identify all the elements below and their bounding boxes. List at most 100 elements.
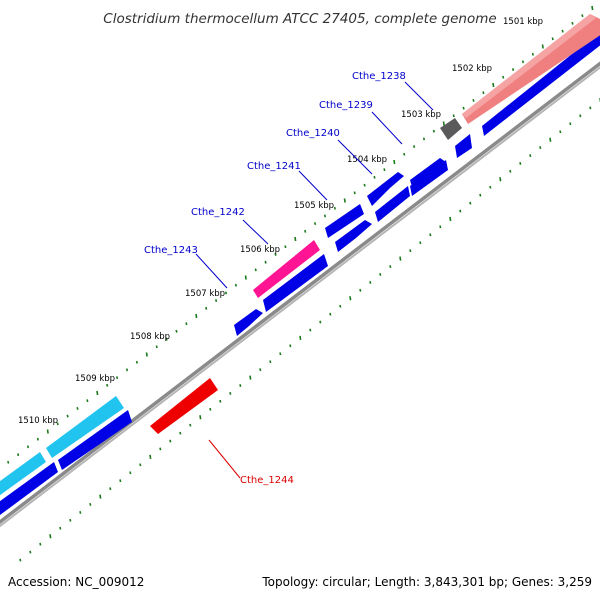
tick-mark [551,37,554,41]
gene-label[interactable]: Cthe_1239 [319,100,373,111]
tick-mark [409,249,412,253]
kbp-label: 1509 kbp [75,374,115,384]
tick-mark [17,453,20,457]
tick-mark [469,201,472,205]
tick-mark [539,146,542,149]
tick-mark [459,209,462,213]
tick-mark [79,511,82,514]
tick-mark [462,106,465,110]
tick-mark [39,542,42,546]
tick-mark [581,14,584,18]
tick-mark [69,518,72,522]
tick-mark [199,415,202,420]
red-feature[interactable] [150,378,218,434]
cds-arrow[interactable] [367,172,404,206]
tick-mark [249,375,252,380]
gene-label[interactable]: Cthe_1238 [352,71,406,82]
tick-mark [393,159,396,165]
tick-track-inner [19,98,600,562]
cds-feature[interactable] [263,254,328,312]
tick-mark [472,99,475,102]
gene-label[interactable]: Cthe_1240 [286,128,340,139]
genome-backbone-shadow [0,66,600,528]
tick-mark [219,399,222,403]
cyan-feature[interactable] [46,396,124,458]
tick-mark [96,390,99,396]
cds-feature[interactable] [0,462,58,518]
tick-mark [155,345,158,349]
tick-mark [76,407,79,410]
salmon-feature[interactable] [462,14,600,124]
cds-feature[interactable] [410,160,448,196]
kbp-label: 1503 kbp [401,110,441,120]
tick-mark [19,558,22,562]
tick-mark [399,256,402,261]
leader-line [195,253,228,289]
gene-label[interactable]: Cthe_1242 [191,207,245,218]
tick-mark [589,106,592,110]
tick-mark [29,550,32,554]
tick-mark [339,304,342,308]
gene-label[interactable]: Cthe_1243 [144,245,198,256]
tick-mark [66,414,69,418]
tick-mark [512,68,515,71]
tick-mark [116,376,119,380]
leader-line [242,219,269,245]
cds-feature[interactable] [375,186,410,222]
tick-mark [89,503,92,506]
genome-summary: Topology: circular; Length: 3,843,301 bp… [261,575,592,589]
leader-line [371,111,403,145]
tick-mark [323,214,327,218]
tick-mark [36,437,39,441]
tick-mark [452,114,455,118]
tick-track-outer [7,5,594,464]
leader-line [337,139,373,175]
magenta-feature[interactable] [253,240,320,298]
tick-mark [254,268,257,272]
gray-feature[interactable] [440,118,462,140]
tick-mark [591,5,594,11]
tick-mark [529,154,532,157]
kbp-label: 1502 kbp [452,64,492,74]
tick-mark [294,236,297,242]
tick-mark [549,137,552,142]
tick-mark [26,445,30,449]
tick-mark [429,233,432,237]
cds-feature[interactable] [58,410,132,470]
tick-mark [403,152,406,156]
gene-label[interactable]: Cthe_1244 [240,475,294,486]
tick-mark [499,177,502,182]
tick-mark [389,265,392,268]
tick-mark [86,399,89,403]
kbp-label: 1506 kbp [240,245,280,255]
cyan-feature[interactable] [0,452,46,498]
tick-mark [119,479,122,483]
leader-line [208,439,241,479]
cds-feature[interactable] [482,30,600,136]
tick-mark [571,21,574,25]
tick-mark [7,460,10,464]
leader-line [404,81,434,111]
tick-mark [561,29,564,33]
tick-mark [49,534,52,539]
tick-mark [353,191,356,195]
tick-mark [319,320,322,324]
tick-mark [129,471,132,475]
tick-mark [492,82,495,88]
cds-feature[interactable] [325,204,364,238]
tick-mark [383,168,386,172]
leader-lines [195,81,434,479]
gene-label[interactable]: Cthe_1241 [247,161,301,172]
tick-mark [239,384,242,387]
tick-mark [329,312,332,316]
tick-mark [422,137,426,141]
cds-arrow[interactable] [335,220,372,252]
tick-mark [309,328,312,332]
tick-mark [369,281,372,284]
tick-mark [379,273,382,276]
cds-feature[interactable] [455,134,472,158]
tick-mark [109,487,112,491]
cds-arrow[interactable] [234,309,263,336]
tick-mark [229,392,232,395]
tick-mark [479,193,482,197]
